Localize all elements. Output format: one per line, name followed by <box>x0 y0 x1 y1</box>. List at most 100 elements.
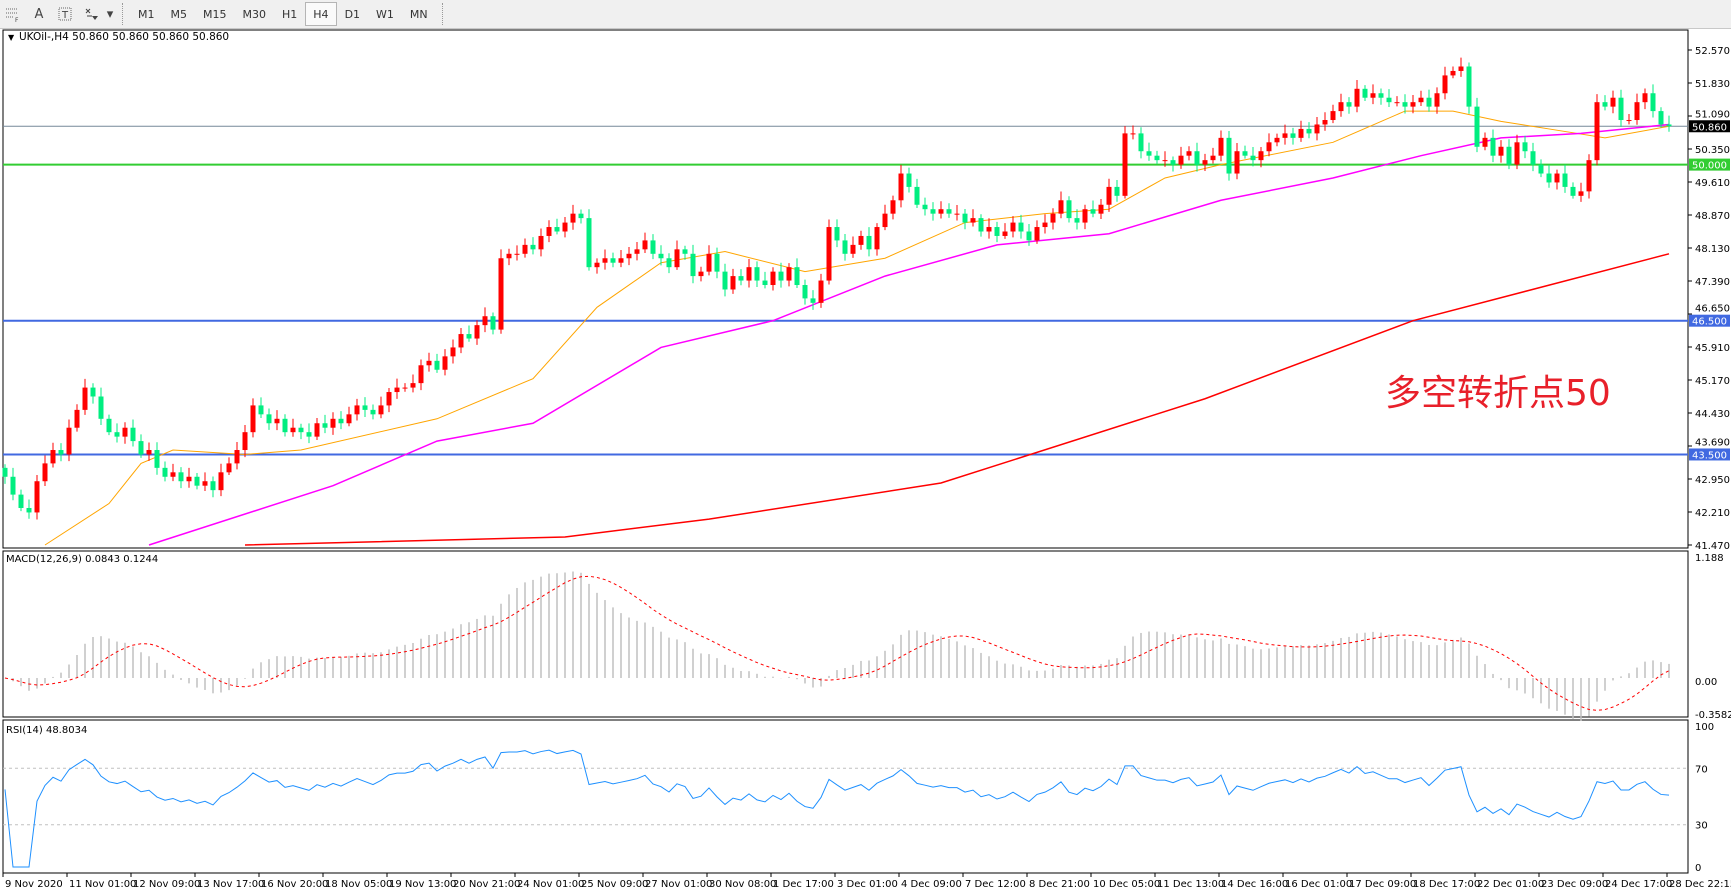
text-box-icon[interactable]: T <box>52 2 78 26</box>
candle-body <box>1042 222 1048 228</box>
candle-body <box>594 262 600 268</box>
price-line-label-bg <box>1689 448 1730 461</box>
candle-body <box>602 258 608 263</box>
timeframe-m1[interactable]: M1 <box>138 7 155 21</box>
candle-body <box>1362 88 1368 98</box>
rsi-title: RSI(14) 48.8034 <box>6 725 87 736</box>
candle <box>506 248 512 266</box>
price-tick-label: 45.170 <box>1695 376 1730 387</box>
time-tick-label: 28 Dec 22:15 <box>1669 879 1731 890</box>
candle <box>1386 89 1392 107</box>
candle <box>1234 143 1240 180</box>
candle-body <box>250 405 256 433</box>
candle-body <box>1018 222 1024 232</box>
candle <box>1034 220 1040 244</box>
candle <box>1258 146 1264 168</box>
timeframe-h4[interactable]: H4 <box>305 2 337 26</box>
time-tick-label: 11 Dec 13:00 <box>1157 879 1224 890</box>
candle-body <box>434 360 440 370</box>
text-label-icon[interactable]: A <box>34 6 44 22</box>
rsi-line <box>4 749 1670 868</box>
candle <box>1570 182 1576 199</box>
period-separators-icon[interactable]: F <box>0 2 26 26</box>
candle-body <box>658 253 664 259</box>
timeframe-w1[interactable]: W1 <box>376 7 394 21</box>
candle-body <box>1578 191 1584 196</box>
candle <box>1474 97 1480 153</box>
timeframe-m15[interactable]: M15 <box>203 7 227 21</box>
time-tick-label: 9 Nov 2020 <box>5 879 63 890</box>
candle <box>66 419 72 462</box>
candle-body <box>258 405 264 415</box>
candle <box>754 261 760 287</box>
timeframe-mn[interactable]: MN <box>409 7 428 21</box>
timeframe-d1[interactable]: D1 <box>344 7 361 21</box>
candle <box>186 467 192 488</box>
candle-body <box>162 467 168 477</box>
candle-body <box>1458 66 1464 71</box>
candle-body <box>850 244 856 254</box>
collapse-triangle-icon[interactable]: ▼ <box>8 33 15 42</box>
candle <box>410 374 416 393</box>
candle <box>1242 145 1248 159</box>
candle-body <box>1410 102 1416 107</box>
candle-body <box>1162 160 1168 162</box>
candle <box>450 339 456 364</box>
moving-average-line <box>244 253 1670 546</box>
candle <box>890 195 896 220</box>
candle <box>362 397 368 417</box>
candle <box>138 434 144 458</box>
candle-body <box>978 218 984 232</box>
candle <box>722 263 728 297</box>
arrows-dropdown-icon[interactable]: ▾ <box>106 6 114 22</box>
candle <box>1562 164 1568 193</box>
candle-body <box>10 476 16 495</box>
candle <box>874 223 880 256</box>
candle-body <box>1146 151 1152 156</box>
candle <box>1002 223 1008 239</box>
macd-panel <box>2 550 1689 718</box>
candle <box>866 227 872 257</box>
candle-body <box>58 450 64 455</box>
candle <box>986 218 992 239</box>
candle-body <box>1186 151 1192 156</box>
candle <box>394 378 400 399</box>
candle <box>962 209 968 230</box>
candle-body <box>1242 151 1248 156</box>
timeframe-m30[interactable]: M30 <box>242 7 267 21</box>
timeframe-h1[interactable]: H1 <box>282 7 298 21</box>
candle <box>1130 125 1136 140</box>
candle <box>1538 159 1544 178</box>
candle-body <box>834 227 840 241</box>
candle-body <box>1202 160 1208 165</box>
price-tick-label: 50.350 <box>1695 145 1730 156</box>
price-tick-label: 42.210 <box>1695 508 1730 519</box>
candle-body <box>706 253 712 272</box>
candle-body <box>1058 200 1064 214</box>
candle <box>842 233 848 261</box>
candle-body <box>466 334 472 339</box>
price-tick-label: 49.610 <box>1695 178 1730 189</box>
candle-body <box>842 240 848 254</box>
timeframe-m5[interactable]: M5 <box>170 7 188 21</box>
candle <box>570 204 576 230</box>
candle <box>1650 84 1656 118</box>
candle-body <box>666 258 672 268</box>
candle-body <box>1130 133 1136 135</box>
candle-body <box>1098 204 1104 214</box>
candle-body <box>1594 102 1600 161</box>
candle <box>1610 90 1616 114</box>
candle <box>642 232 648 253</box>
candle <box>538 228 544 257</box>
candle-body <box>274 418 280 424</box>
candle <box>1010 216 1016 238</box>
arrows-icon[interactable] <box>78 2 104 26</box>
symbol-info: UKOil-,H4 50.860 50.860 50.860 50.860 <box>19 31 229 43</box>
candle <box>618 250 624 268</box>
candle <box>322 414 328 434</box>
candle <box>346 406 352 427</box>
candle <box>770 267 776 291</box>
candle <box>802 279 808 305</box>
svg-text:F: F <box>15 17 19 22</box>
